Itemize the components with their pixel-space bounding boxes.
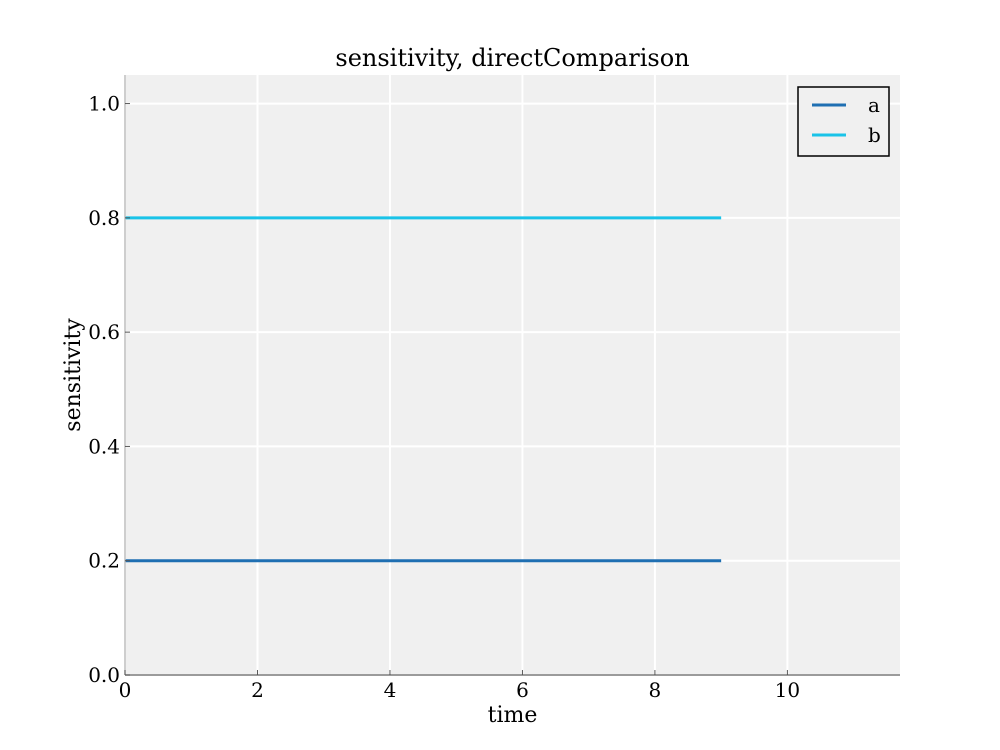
y-tick-label: 0.4: [88, 434, 120, 458]
chart-title: sensitivity, directComparison: [335, 44, 689, 72]
legend-label-a: a: [868, 93, 880, 117]
x-tick-label: 10: [775, 678, 800, 702]
tick-labels: 0 2 4 6 8 10 0.0 0.2 0.4 0.6 0.8 1.0: [88, 92, 800, 702]
x-axis-label: time: [488, 703, 538, 728]
x-tick-label: 2: [251, 678, 264, 702]
y-tick-label: 0.6: [88, 320, 120, 344]
y-tick-label: 0.8: [88, 206, 120, 230]
y-tick-label: 1.0: [88, 92, 120, 116]
y-tick-label: 0.0: [88, 663, 120, 687]
legend-label-b: b: [868, 123, 881, 147]
legend: ab: [797, 86, 890, 157]
x-tick-label: 6: [516, 678, 529, 702]
series-lines: [125, 216, 722, 563]
y-axis-label: sensitivity: [61, 318, 86, 432]
axes: [124, 75, 900, 676]
x-tick-label: 4: [384, 678, 397, 702]
x-tick-label: 8: [649, 678, 662, 702]
plot-area: [125, 75, 900, 675]
x-tick-label: 0: [119, 678, 132, 702]
legend-box: [797, 86, 890, 157]
y-tick-label: 0.2: [88, 549, 120, 573]
